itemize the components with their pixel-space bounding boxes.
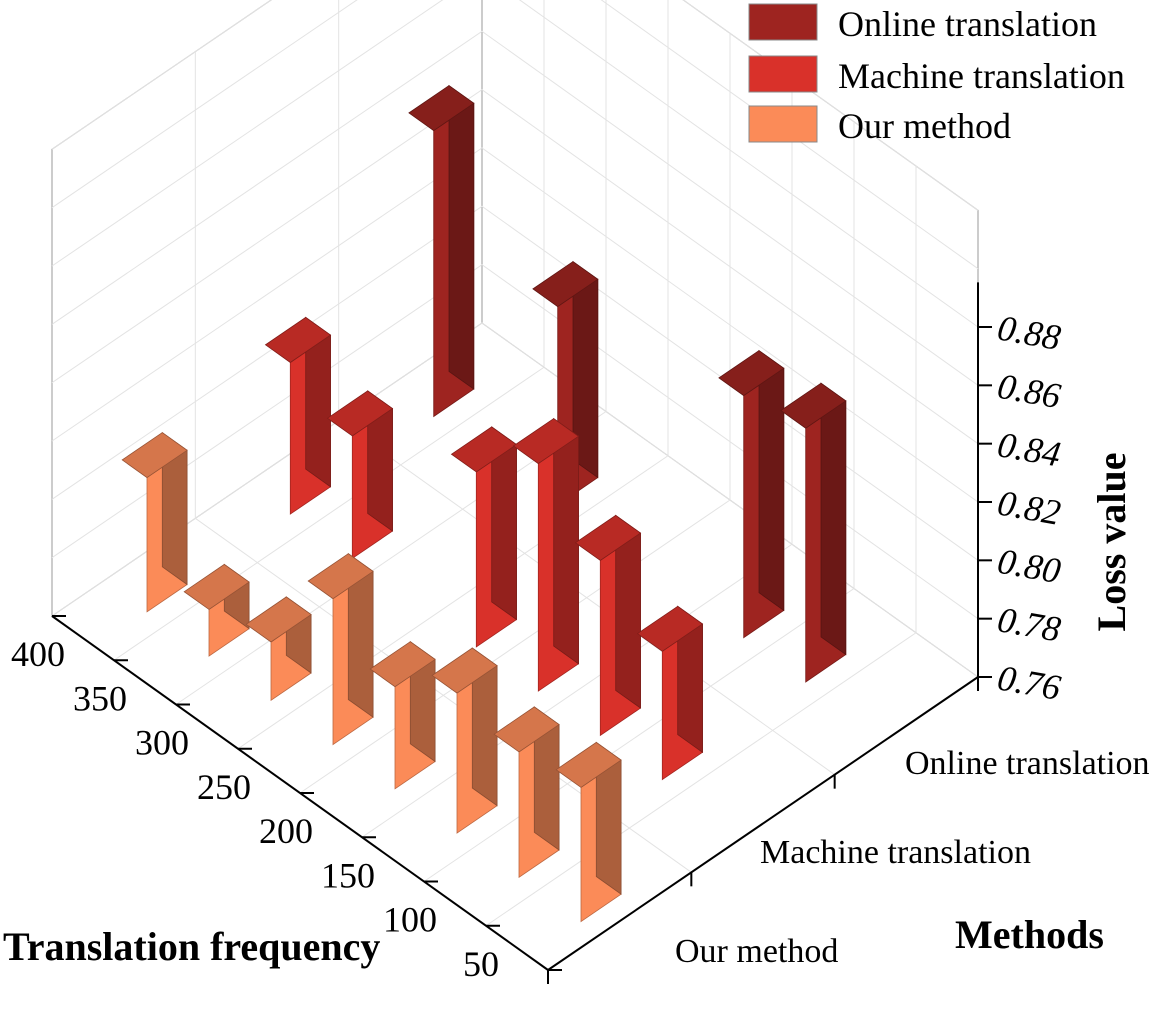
bar-face-top: [431, 647, 498, 694]
bar-face-top: [264, 316, 332, 363]
z-tick-label: 0.76: [995, 657, 1064, 707]
bar-face-top: [718, 350, 785, 397]
bar-face-top: [326, 390, 394, 437]
bar-online-translation-400: [408, 84, 475, 418]
bar-face-top: [369, 641, 436, 688]
y-tick-label: Machine translation: [760, 834, 1031, 871]
bar-face-top: [532, 261, 599, 308]
x-axis-title: Translation frequency: [3, 924, 380, 969]
legend-swatch-ours: [748, 105, 818, 143]
gridline-z: [51, 89, 979, 445]
z-tick-label: 0.86: [995, 366, 1064, 416]
bar-our-method-250: [307, 552, 374, 746]
x-tick-label: 200: [259, 811, 313, 851]
bar-our-method-100: [493, 706, 560, 879]
y-axis-line: [547, 676, 979, 971]
x-tick-label: 350: [73, 678, 127, 718]
legend-label-online: Online translation: [838, 4, 1097, 44]
bar-machine-translation-100: [636, 605, 704, 781]
z-tick-label: 0.82: [995, 482, 1064, 532]
z-axis-title: Loss value: [1089, 453, 1134, 632]
bar-machine-translation-150: [574, 514, 642, 737]
bar-online-translation-150: [718, 349, 785, 639]
y-axis-title: Methods: [955, 912, 1104, 957]
x-tick-label: 50: [463, 944, 499, 984]
x-tick-label: 400: [11, 634, 65, 674]
z-tick-label: 0.80: [995, 541, 1064, 591]
bar-face-side: [553, 417, 579, 665]
gridline-x-floor: [485, 632, 917, 927]
bar-face-top: [408, 85, 475, 132]
y-tick-label: Online translation: [905, 745, 1150, 782]
x-tick-label: 300: [135, 723, 189, 763]
bar-face-top: [493, 706, 560, 753]
bar-face-top: [450, 426, 518, 473]
bar-machine-translation-250: [450, 426, 518, 648]
bar-face-top: [780, 382, 847, 429]
bar-face-top: [555, 741, 622, 788]
z-tick-label: 0.88: [995, 307, 1064, 357]
gridline-x-floor: [423, 588, 855, 882]
gridline-y-floor: [338, 420, 835, 776]
x-tick-label: 100: [383, 900, 437, 940]
back-wall-left: [51, 0, 483, 617]
x-tick-label: 150: [321, 855, 375, 895]
bar-face-top: [245, 596, 312, 643]
bar-our-method-400: [121, 431, 188, 613]
z-tick-label: 0.84: [995, 424, 1064, 474]
bar-face-side: [448, 84, 475, 390]
legend-swatch-online: [748, 3, 818, 41]
bar-our-method-200: [369, 640, 436, 790]
z-tick-label: 0.78: [995, 599, 1064, 649]
bar-face-side: [758, 349, 785, 612]
gridline-z: [51, 0, 979, 270]
bar-face-top: [574, 514, 642, 561]
bars-layer: [121, 84, 847, 923]
bar-face-top: [121, 432, 188, 479]
gridline-x-floor: [113, 366, 545, 661]
gridline-x-floor: [237, 455, 669, 750]
bar-our-method-150: [431, 647, 498, 834]
x-tick-label: 250: [197, 767, 251, 807]
bar-machine-translation-400: [264, 316, 332, 515]
legend: Online translation Machine translation O…: [748, 3, 1125, 146]
legend-label-machine: Machine translation: [838, 56, 1125, 96]
bar-our-method-300: [245, 596, 312, 702]
bar-face-top: [512, 418, 580, 465]
bar-face-top: [307, 553, 374, 600]
bar-machine-translation-200: [512, 417, 580, 692]
gridline-x-floor: [361, 543, 793, 838]
bar-our-method-350: [183, 563, 250, 657]
bar-machine-translation-350: [326, 390, 394, 560]
gridline-z: [51, 30, 979, 386]
legend-label-ours: Our method: [838, 106, 1011, 146]
bar-our-method-50: [555, 741, 622, 923]
bar-face-top: [636, 605, 704, 652]
bar-online-translation-100: [780, 382, 847, 683]
bar-face-side: [820, 382, 847, 656]
gridline-z: [51, 0, 979, 328]
bar-face-top: [183, 563, 250, 610]
gridline-x-floor: [299, 499, 731, 794]
y-tick-label: Our method: [675, 933, 838, 970]
legend-swatch-machine: [748, 55, 818, 93]
gridline-z: [51, 147, 979, 503]
